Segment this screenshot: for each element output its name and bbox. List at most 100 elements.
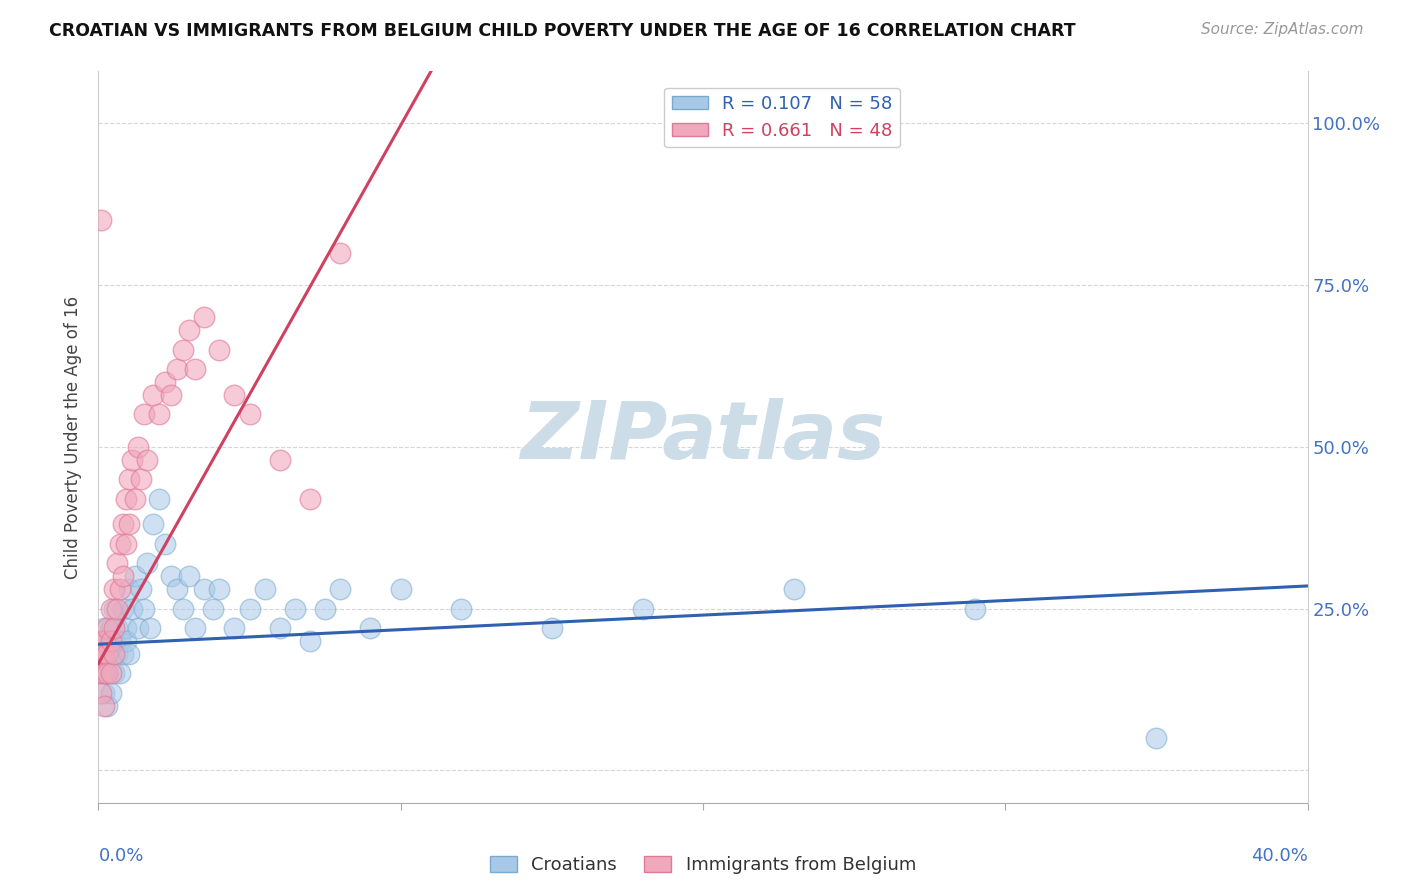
Point [96, 647, 118, 661]
Legend: Croatians, Immigrants from Belgium: Croatians, Immigrants from Belgium [482, 849, 924, 881]
Point [93, 634, 115, 648]
Point [90, 666, 112, 681]
Point [132, 408, 155, 422]
Point [166, 582, 188, 597]
Legend: R = 0.107   N = 58, R = 0.661   N = 48: R = 0.107 N = 58, R = 0.661 N = 48 [664, 87, 900, 147]
Text: CROATIAN VS IMMIGRANTS FROM BELGIUM CHILD POVERTY UNDER THE AGE OF 16 CORRELATIO: CROATIAN VS IMMIGRANTS FROM BELGIUM CHIL… [49, 22, 1076, 40]
Point [96, 666, 118, 681]
Text: 40.0%: 40.0% [1251, 847, 1308, 864]
Point [93, 621, 115, 635]
Text: Source: ZipAtlas.com: Source: ZipAtlas.com [1201, 22, 1364, 37]
Point [118, 647, 141, 661]
Point [108, 582, 131, 597]
Point [540, 621, 562, 635]
Point [114, 621, 136, 635]
Point [172, 343, 194, 357]
Point [118, 517, 141, 532]
Point [631, 601, 654, 615]
Point [93, 686, 115, 700]
Point [90, 634, 112, 648]
Point [108, 666, 131, 681]
Y-axis label: Child Poverty Under the Age of 16: Child Poverty Under the Age of 16 [65, 295, 83, 579]
Point [224, 621, 246, 635]
Text: 0.0%: 0.0% [98, 847, 143, 864]
Point [135, 452, 157, 467]
Point [202, 601, 225, 615]
Point [103, 666, 125, 681]
Point [389, 582, 412, 597]
Point [96, 666, 118, 681]
Point [96, 634, 118, 648]
Point [329, 245, 352, 260]
Point [90, 686, 112, 700]
Point [208, 343, 231, 357]
Point [139, 621, 162, 635]
Point [111, 601, 134, 615]
Point [114, 491, 136, 506]
Point [96, 698, 118, 713]
Point [127, 621, 149, 635]
Point [121, 452, 143, 467]
Point [193, 582, 215, 597]
Point [269, 452, 291, 467]
Point [965, 601, 987, 615]
Point [108, 537, 131, 551]
Point [111, 517, 134, 532]
Text: ZIPatlas: ZIPatlas [520, 398, 886, 476]
Point [111, 569, 134, 583]
Point [93, 666, 115, 681]
Point [124, 491, 146, 506]
Point [118, 582, 141, 597]
Point [103, 634, 125, 648]
Point [96, 621, 118, 635]
Point [132, 601, 155, 615]
Point [239, 408, 262, 422]
Point [314, 601, 336, 615]
Point [114, 537, 136, 551]
Point [269, 621, 291, 635]
Point [208, 582, 231, 597]
Point [100, 601, 122, 615]
Point [166, 362, 188, 376]
Point [184, 621, 207, 635]
Point [103, 601, 125, 615]
Point [284, 601, 307, 615]
Point [253, 582, 276, 597]
Point [299, 634, 322, 648]
Point [114, 634, 136, 648]
Point [105, 557, 128, 571]
Point [224, 388, 246, 402]
Point [148, 491, 170, 506]
Point [127, 440, 149, 454]
Point [121, 601, 143, 615]
Point [103, 582, 125, 597]
Point [360, 621, 382, 635]
Point [129, 472, 152, 486]
Point [105, 621, 128, 635]
Point [103, 621, 125, 635]
Point [90, 634, 112, 648]
Point [329, 582, 352, 597]
Point [90, 647, 112, 661]
Point [135, 557, 157, 571]
Point [172, 601, 194, 615]
Point [100, 686, 122, 700]
Point [111, 647, 134, 661]
Point [90, 666, 112, 681]
Point [108, 634, 131, 648]
Point [90, 213, 112, 227]
Point [142, 388, 165, 402]
Point [93, 647, 115, 661]
Point [179, 323, 201, 337]
Point [93, 698, 115, 713]
Point [105, 647, 128, 661]
Point [100, 647, 122, 661]
Point [148, 408, 170, 422]
Point [103, 647, 125, 661]
Point [179, 569, 201, 583]
Point [239, 601, 262, 615]
Point [93, 647, 115, 661]
Point [153, 375, 176, 389]
Point [100, 634, 122, 648]
Point [193, 310, 215, 325]
